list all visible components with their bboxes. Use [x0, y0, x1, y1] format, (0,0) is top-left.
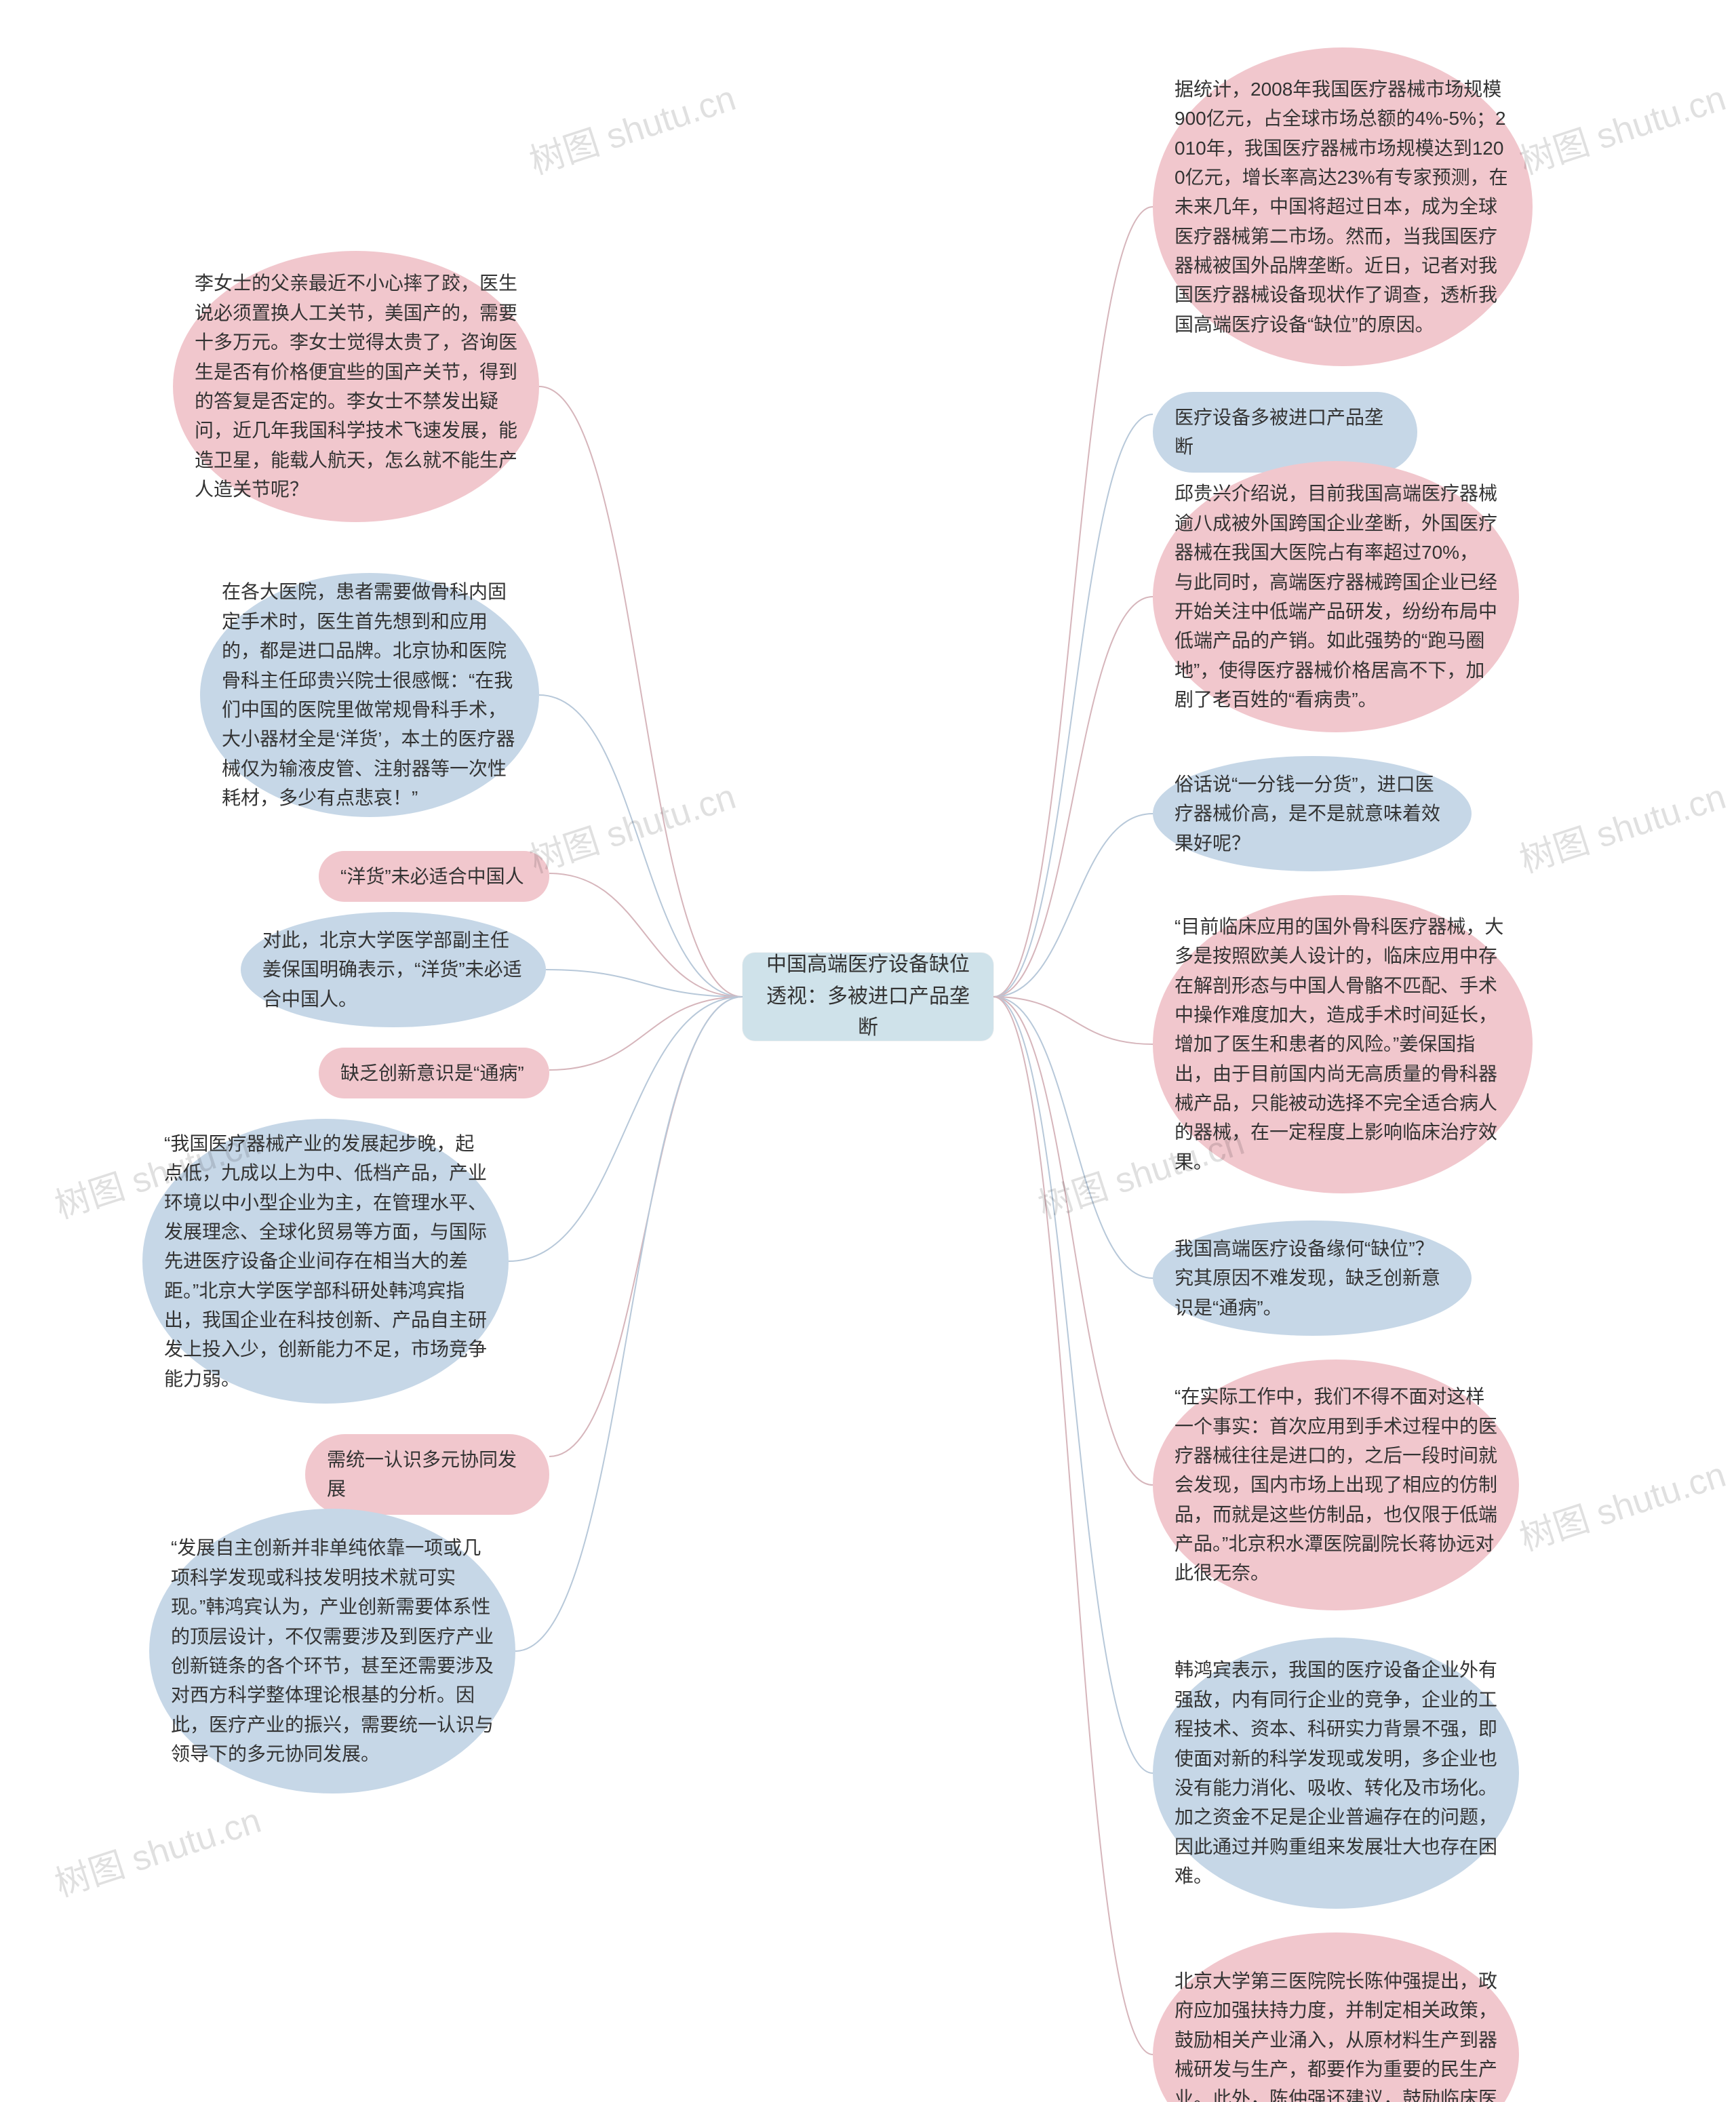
- node-text: “洋货”未必适合中国人: [340, 866, 524, 887]
- edge: [993, 997, 1153, 1773]
- node-text: “在实际工作中，我们不得不面对这样一个事实：首次应用到手术过程中的医疗器械往往是…: [1175, 1382, 1497, 1588]
- node-text: “发展自主创新并非单纯依靠一项或几项科学发现或科技发明技术就可实现。”韩鸿宾认为…: [171, 1533, 494, 1768]
- node-text: “我国医疗器械产业的发展起步晚，起点低，九成以上为中、低档产品，产业环境以中小型…: [164, 1129, 487, 1394]
- mindmap-node: 需统一认识多元协同发展: [305, 1434, 549, 1515]
- mindmap-node: 据统计，2008年我国医疗器械市场规模900亿元，占全球市场总额的4%-5%；2…: [1153, 47, 1533, 366]
- mindmap-node: “发展自主创新并非单纯依靠一项或几项科学发现或科技发明技术就可实现。”韩鸿宾认为…: [149, 1509, 515, 1793]
- edge: [993, 997, 1153, 1278]
- edge: [993, 414, 1153, 997]
- edge: [993, 997, 1153, 2055]
- edge: [993, 997, 1153, 1485]
- edge: [549, 873, 743, 997]
- node-text: 韩鸿宾表示，我国的医疗设备企业外有强敌，内有同行企业的竞争，企业的工程技术、资本…: [1175, 1655, 1497, 1890]
- node-text: 邱贵兴介绍说，目前我国高端医疗器械逾八成被外国跨国企业垄断，外国医疗器械在我国大…: [1175, 479, 1497, 714]
- mindmap-node: 对此，北京大学医学部副主任姜保国明确表示，“洋货”未必适合中国人。: [241, 912, 546, 1027]
- mindmap-node: 俗话说“一分钱一分货”，进口医疗器械价高，是不是就意味着效果好呢？: [1153, 756, 1472, 871]
- edge: [546, 970, 743, 997]
- edge: [993, 997, 1153, 1044]
- mindmap-node: 我国高端医疗设备缘何“缺位”？究其原因不难发现，缺乏创新意识是“通病”。: [1153, 1221, 1472, 1336]
- edge: [539, 695, 743, 997]
- edge: [993, 814, 1153, 997]
- watermark: 树图 shutu.cn: [522, 70, 741, 184]
- node-text: 对此，北京大学医学部副主任姜保国明确表示，“洋货”未必适合中国人。: [262, 926, 524, 1014]
- mindmap-node: 医疗设备多被进口产品垄断: [1153, 392, 1417, 473]
- node-text: “目前临床应用的国外骨科医疗器械，大多是按照欧美人设计的，临床应用中存在解剖形态…: [1175, 912, 1511, 1177]
- edge: [993, 207, 1153, 997]
- mindmap-node: 在各大医院，患者需要做骨科内固定手术时，医生首先想到和应用的，都是进口品牌。北京…: [200, 573, 539, 817]
- watermark: 树图 shutu.cn: [1512, 768, 1731, 883]
- watermark: 树图 shutu.cn: [522, 768, 741, 883]
- center-node: 中国高端医疗设备缺位透视：多被进口产品垄断: [743, 953, 993, 1041]
- node-text: 医疗设备多被进口产品垄断: [1175, 407, 1383, 457]
- edge: [509, 997, 743, 1261]
- node-text: 缺乏创新意识是“通病”: [340, 1063, 524, 1084]
- mindmap-node: “洋货”未必适合中国人: [319, 851, 549, 902]
- mindmap-node: “目前临床应用的国外骨科医疗器械，大多是按照欧美人设计的，临床应用中存在解剖形态…: [1153, 895, 1533, 1193]
- mindmap-node: 缺乏创新意识是“通病”: [319, 1048, 549, 1098]
- node-text: 俗话说“一分钱一分货”，进口医疗器械价高，是不是就意味着效果好呢？: [1175, 770, 1450, 858]
- node-text: 需统一认识多元协同发展: [327, 1449, 517, 1499]
- watermark: 树图 shutu.cn: [1512, 1446, 1731, 1561]
- mindmap-node: 韩鸿宾表示，我国的医疗设备企业外有强敌，内有同行企业的竞争，企业的工程技术、资本…: [1153, 1638, 1519, 1909]
- node-text: 在各大医院，患者需要做骨科内固定手术时，医生首先想到和应用的，都是进口品牌。北京…: [222, 577, 517, 812]
- edge: [549, 997, 743, 1456]
- mindmap-node: 邱贵兴介绍说，目前我国高端医疗器械逾八成被外国跨国企业垄断，外国医疗器械在我国大…: [1153, 461, 1519, 732]
- node-text: 李女士的父亲最近不小心摔了跤，医生说必须置换人工关节，美国产的，需要十多万元。李…: [195, 269, 517, 504]
- mindmap-node: 北京大学第三医院院长陈仲强提出，政府应加强扶持力度，并制定相关政策，鼓励相关产业…: [1153, 1932, 1519, 2102]
- node-text: 据统计，2008年我国医疗器械市场规模900亿元，占全球市场总额的4%-5%；2…: [1175, 75, 1511, 340]
- mindmap-node: “我国医疗器械产业的发展起步晚，起点低，九成以上为中、低档产品，产业环境以中小型…: [142, 1119, 509, 1404]
- mindmap-node: 李女士的父亲最近不小心摔了跤，医生说必须置换人工关节，美国产的，需要十多万元。李…: [173, 251, 539, 522]
- mindmap-node: “在实际工作中，我们不得不面对这样一个事实：首次应用到手术过程中的医疗器械往往是…: [1153, 1360, 1519, 1610]
- watermark: 树图 shutu.cn: [1512, 70, 1731, 184]
- edge: [549, 997, 743, 1070]
- watermark: 树图 shutu.cn: [47, 1792, 267, 1907]
- mindmap-canvas: 中国高端医疗设备缺位透视：多被进口产品垄断 李女士的父亲最近不小心摔了跤，医生说…: [0, 0, 1736, 2102]
- node-text: 北京大学第三医院院长陈仲强提出，政府应加强扶持力度，并制定相关政策，鼓励相关产业…: [1175, 1966, 1497, 2102]
- edge: [515, 997, 743, 1651]
- edge: [539, 386, 743, 997]
- edge: [993, 597, 1153, 997]
- node-text: 我国高端医疗设备缘何“缺位”？究其原因不难发现，缺乏创新意识是“通病”。: [1175, 1234, 1450, 1322]
